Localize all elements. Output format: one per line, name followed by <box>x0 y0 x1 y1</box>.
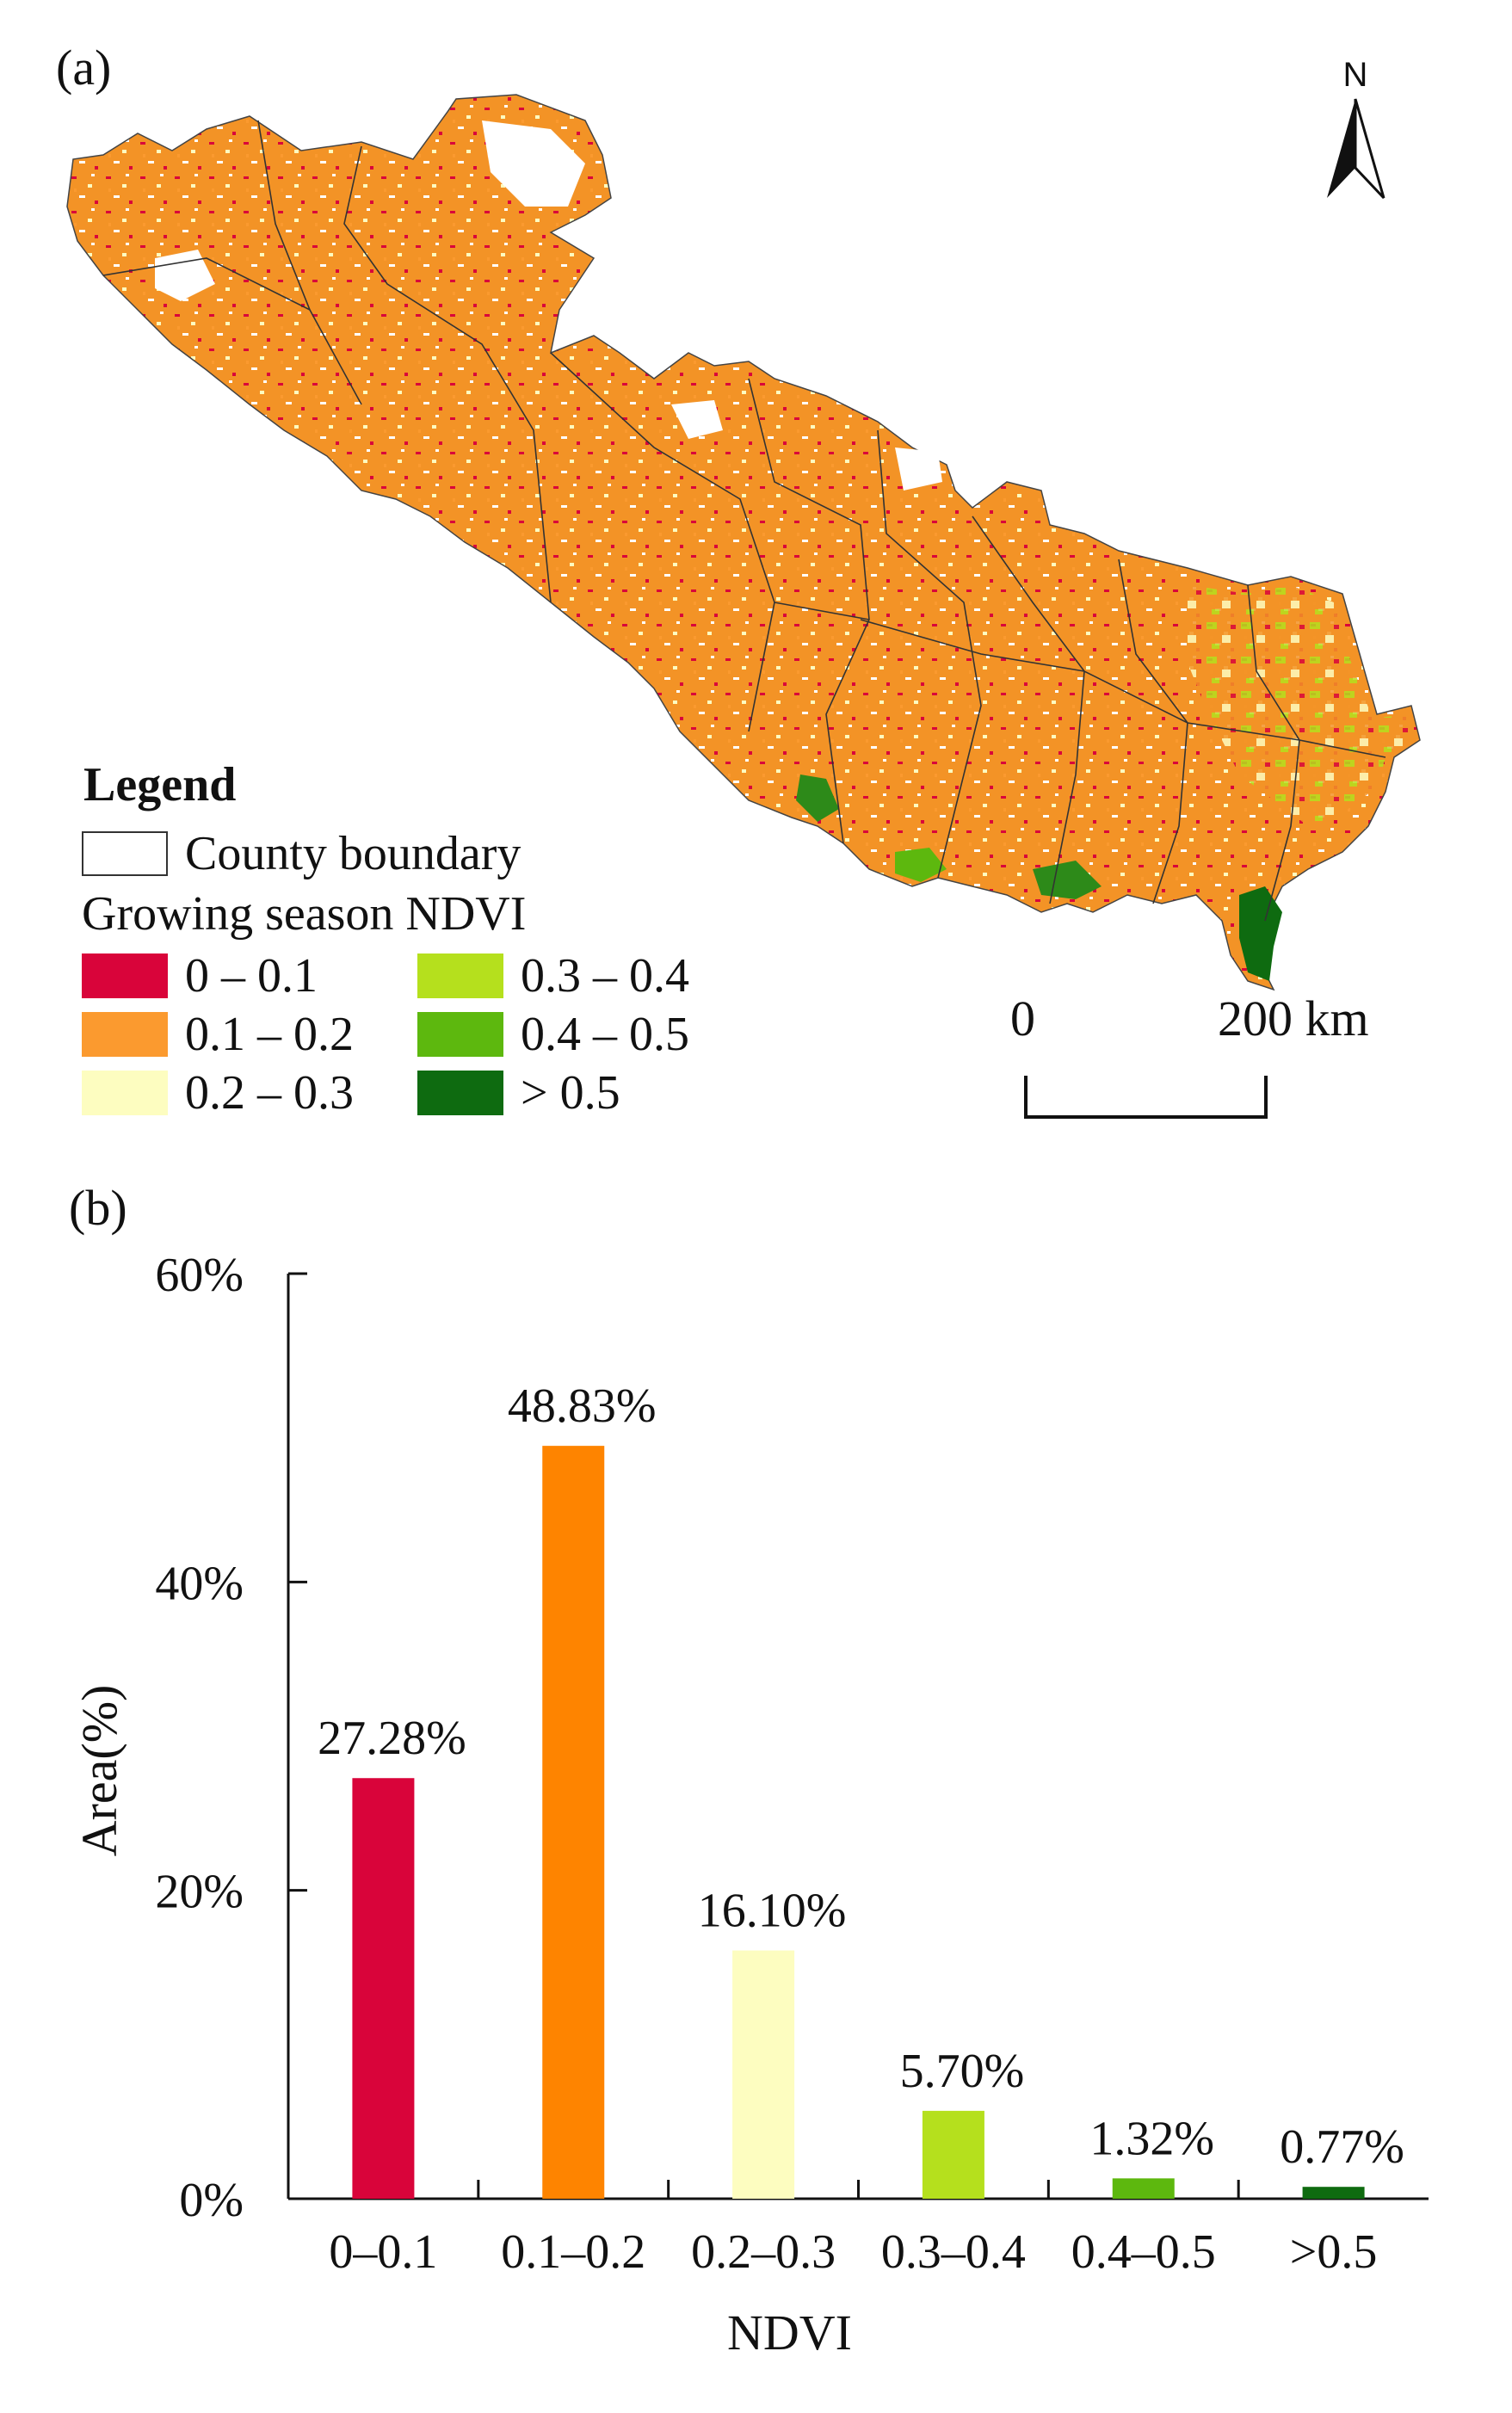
legend-class-4: 0.4 – 0.5 <box>417 1007 689 1062</box>
scale-bar-line <box>1024 1076 1268 1119</box>
legend-class-label: 0 – 0.1 <box>185 949 318 1003</box>
county-boundaries <box>102 120 1386 922</box>
no-data-patch-west <box>155 250 215 301</box>
y-tick-label: 0% <box>179 2174 244 2227</box>
bar-value-label: 27.28% <box>318 1712 466 1765</box>
bar <box>922 2110 984 2199</box>
legend-title: Legend <box>83 758 237 812</box>
y-tick-label: 60% <box>155 1249 244 1302</box>
y-tick-label: 40% <box>155 1557 244 1610</box>
legend-class-1: 0.1 – 0.2 <box>82 1007 354 1062</box>
boundary-swatch <box>82 831 168 876</box>
legend-ndvi-heading: Growing season NDVI <box>82 886 526 941</box>
x-tick-label: 0–0.1 <box>329 2225 437 2279</box>
legend-class-2: 0.2 – 0.3 <box>82 1065 354 1120</box>
bar <box>352 1778 415 2199</box>
x-tick-label: 0.2–0.3 <box>691 2225 836 2279</box>
bar <box>1112 2178 1175 2199</box>
bar <box>542 1446 605 2199</box>
legend-class-label: 0.2 – 0.3 <box>185 1066 354 1120</box>
legend-swatch <box>82 1071 168 1115</box>
no-data-patch-north <box>482 120 585 207</box>
north-arrow: N <box>1327 56 1385 200</box>
legend-swatch <box>417 1071 503 1115</box>
legend-class-5: > 0.5 <box>417 1065 620 1120</box>
area-bar-chart: 0% 20% 40% 60% 27.28% 0–0.1 48.83% 0.1–0.2 16.1… <box>71 1249 1429 2361</box>
legend-class-label: > 0.5 <box>521 1066 620 1120</box>
forest-patch-south <box>1239 886 1282 981</box>
x-tick-label: 0.3–0.4 <box>881 2225 1026 2279</box>
forest-patch-center <box>1033 861 1102 899</box>
region-shape <box>66 94 1421 991</box>
boundary-label: County boundary <box>185 827 521 880</box>
scale-bar: 0 200 km <box>990 990 1377 1136</box>
x-tick-label: 0.1–0.2 <box>501 2225 645 2279</box>
legend-class-3: 0.3 – 0.4 <box>417 948 689 1003</box>
forest-patch-mid <box>895 848 947 882</box>
scale-end-label: 200 km <box>1218 991 1369 1046</box>
eastern-green-area <box>1188 585 1411 826</box>
legend-class-label: 0.3 – 0.4 <box>521 949 689 1003</box>
legend-boundary: County boundary <box>82 826 521 881</box>
north-label: N <box>1343 56 1368 94</box>
x-axis-title: NDVI <box>727 2305 852 2361</box>
x-tick-label: 0.4–0.5 <box>1071 2225 1216 2279</box>
ndvi-legend-label: Growing season NDVI <box>82 887 527 941</box>
legend-swatch <box>417 1012 503 1057</box>
forest-patch-west <box>796 775 839 822</box>
bar-value-label: 48.83% <box>508 1379 657 1433</box>
panel-b-label: (b) <box>69 1180 127 1236</box>
bar-value-label: 1.32% <box>1089 2112 1214 2165</box>
bar-value-label: 0.77% <box>1280 2120 1404 2174</box>
bar <box>1302 2187 1365 2199</box>
legend-swatch <box>82 1012 168 1057</box>
y-tick-label: 20% <box>155 1866 244 1919</box>
bar-value-label: 16.10% <box>698 1885 847 1938</box>
legend-class-0: 0 – 0.1 <box>82 948 318 1003</box>
x-tick-label: >0.5 <box>1290 2225 1378 2279</box>
panel-a-label: (a) <box>56 40 112 96</box>
legend-swatch <box>82 953 168 998</box>
legend-class-label: 0.1 – 0.2 <box>185 1008 354 1061</box>
map-legend: Legend County boundary Growing season ND… <box>82 757 753 1136</box>
legend-swatch <box>417 953 503 998</box>
scale-start-label: 0 <box>1010 991 1035 1046</box>
y-axis-title: Area(%) <box>71 1685 127 1857</box>
bar-value-label: 5.70% <box>900 2045 1025 2098</box>
no-data-patch-center <box>895 447 942 491</box>
bar <box>732 1950 795 2199</box>
no-data-patch-mid <box>671 400 723 439</box>
legend-class-label: 0.4 – 0.5 <box>521 1008 689 1061</box>
ndvi-map <box>66 94 1421 991</box>
